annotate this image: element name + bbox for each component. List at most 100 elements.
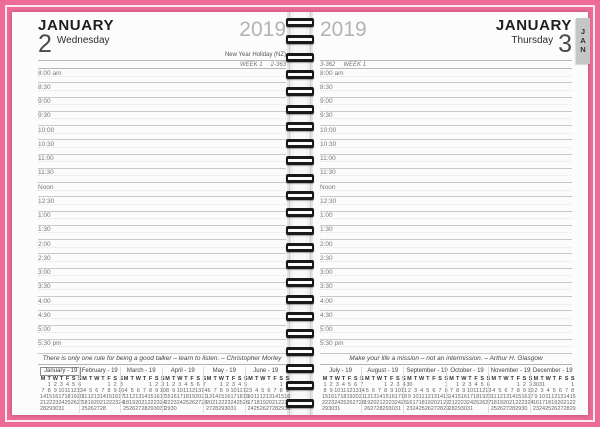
mini-dow-cell: T [371, 376, 376, 382]
mini-day-cell: 10 [247, 394, 254, 401]
time-slot: 10:30 [38, 140, 286, 155]
day-number: 3 [558, 30, 572, 58]
mini-day-cell: 26 [259, 406, 266, 413]
mini-calendar-title: January - 19 [40, 367, 82, 376]
mini-dow-cell: T [426, 376, 430, 382]
mini-day-cell: 4 [124, 388, 128, 395]
time-slot: Noon [38, 183, 286, 198]
time-slot: 4:00 [38, 297, 286, 312]
year-label: 2019 [239, 18, 286, 41]
mini-dow-cell: M [82, 376, 87, 382]
time-label: 5:00 [320, 326, 333, 333]
time-label: 12:30 [38, 197, 55, 205]
mini-day-cell: 10 [538, 394, 546, 401]
mini-day-cell: 22 [515, 400, 522, 407]
mini-day-cell: 27 [265, 406, 272, 413]
mini-day-cell: 16 [460, 394, 467, 401]
mini-day-cell: 26 [496, 406, 503, 413]
mini-dow-cell: M [407, 376, 412, 382]
mini-day-cell: 12 [364, 394, 371, 401]
time-slot: 4:30 [320, 311, 572, 326]
mini-day-cell: 30 [521, 406, 528, 413]
mini-day-cell: 3 [119, 382, 123, 389]
mini-day-cell: 4 [546, 388, 550, 395]
spiral-ring [286, 104, 314, 114]
mini-dow-cell: F [107, 376, 111, 382]
mini-day-cell: 2 [155, 382, 159, 389]
mini-day-cell: 5 [190, 382, 194, 389]
mini-day-cell: 17 [538, 400, 546, 407]
mini-calendar-title: May - 19 [212, 368, 236, 374]
time-slot: 2:30 [320, 254, 572, 269]
mini-day-cell: 28 [99, 406, 106, 413]
mini-day-cell: 7 [101, 388, 105, 395]
mini-dow-cell: T [510, 376, 514, 382]
spiral-ring [286, 69, 314, 79]
mini-day-cell: 28 [201, 400, 208, 407]
mini-day-cell: 11 [253, 394, 260, 401]
mini-day-cell: 15 [147, 394, 154, 401]
mini-day-cell: 18 [236, 394, 243, 401]
mini-day-cell: 26 [189, 400, 196, 407]
mini-dow-cell: M [364, 376, 370, 382]
mini-dow-cell: F [558, 376, 563, 382]
spiral-ring [286, 139, 314, 149]
mini-day-cell: 1 [456, 382, 460, 389]
tab-letter: J [580, 27, 586, 37]
mini-day-cell: 28 [272, 406, 279, 413]
mini-day-cell: 19 [242, 394, 249, 401]
info-block: 3-362 WEEK 1 [320, 51, 572, 69]
spiral-ring [286, 277, 314, 287]
mini-day-cell: 26 [424, 406, 431, 413]
mini-day-cell: 9 [522, 388, 526, 395]
mini-day-cell: 11 [123, 394, 129, 401]
mini-dow-cell: T [142, 376, 147, 382]
spiral-ring [286, 18, 314, 27]
mini-day-cell: 17 [230, 394, 237, 401]
mini-day-cell: 22 [569, 400, 576, 407]
mini-dow-cell: T [413, 376, 418, 382]
time-label: 8:00 am [320, 69, 344, 77]
time-label: 9:00 [320, 98, 333, 105]
time-slot: 12:30 [38, 197, 286, 212]
time-label: 2:00 [38, 240, 51, 248]
mini-day-cell: 9 [462, 388, 466, 395]
time-label: 11:00 [38, 155, 54, 162]
time-label: 1:30 [38, 226, 51, 234]
mini-day-cell: 31 [230, 406, 237, 413]
time-slot: 2:00 [320, 240, 572, 255]
mini-day-cell: 5 [348, 382, 352, 389]
mini-day-cell: 16 [52, 394, 59, 401]
mini-day-cell: 3 [468, 382, 472, 389]
week-label: WEEK 1 [343, 61, 367, 68]
mini-day-cell: 16 [170, 394, 177, 401]
mini-day-cell: 4 [420, 388, 424, 395]
spiral-ring [286, 191, 314, 200]
mini-day-cell: 30 [52, 406, 59, 413]
mini-day-cell: 19 [259, 400, 266, 407]
mini-day-cell: 29 [46, 406, 53, 413]
mini-day-cell: 23 [224, 400, 231, 407]
mini-day-cell: 8 [571, 388, 575, 395]
mini-day-cell: 11 [340, 388, 347, 395]
mini-day-cell: 13 [265, 394, 272, 401]
mini-day-cell: 11 [236, 388, 243, 395]
mini-calendar-title: November - 19 [490, 368, 531, 374]
mini-day-cell: 14 [141, 394, 148, 401]
spiral-ring [286, 35, 314, 45]
time-label: 9:00 [38, 98, 51, 105]
mini-day-cell: 12 [129, 394, 136, 401]
time-label: 9:30 [38, 112, 51, 120]
mini-day-cell: 17 [176, 394, 183, 401]
mini-day-cell: 18 [253, 400, 260, 407]
mini-day-cell: 10 [230, 388, 237, 395]
mini-day-cell: 9 [534, 394, 538, 401]
mini-day-cell: 7 [510, 388, 514, 395]
mini-day-cell: 22 [218, 400, 225, 407]
mini-day-cell: 18 [340, 394, 347, 401]
mini-day-cell: 13 [76, 388, 83, 395]
mini-day-cell: 6 [78, 382, 82, 389]
mini-dow-cell: M [123, 376, 129, 382]
